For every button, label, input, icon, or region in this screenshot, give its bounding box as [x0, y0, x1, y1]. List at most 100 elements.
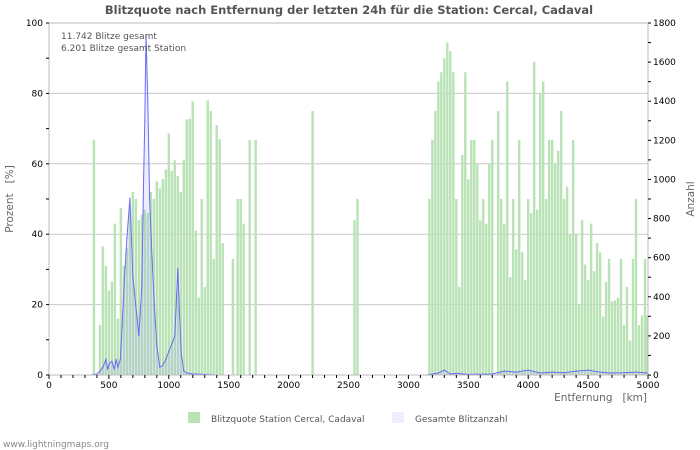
quote-bar: [503, 223, 506, 375]
annotation-total: 11.742 Blitze gesamt: [61, 32, 157, 42]
quote-bar: [485, 223, 488, 375]
quote-bar: [604, 282, 608, 375]
y2-tick-label: 1800: [653, 19, 676, 29]
quote-bar: [356, 199, 359, 375]
quote-bar: [559, 111, 563, 375]
quote-bar: [571, 139, 575, 375]
count-point: [123, 276, 126, 278]
count-point: [108, 362, 111, 364]
quote-bar: [164, 169, 168, 375]
count-point: [156, 345, 158, 347]
quote-bar: [538, 93, 542, 376]
count-point: [149, 198, 151, 200]
x-tick-label: 2000: [277, 381, 300, 391]
quote-bar: [179, 191, 182, 375]
count-point: [117, 366, 119, 368]
quote-bar: [550, 139, 554, 375]
quote-bar: [242, 223, 245, 375]
count-point: [192, 373, 194, 375]
count-point: [99, 370, 101, 372]
quote-bar: [586, 279, 590, 375]
quote-bar: [239, 199, 242, 375]
quote-bar: [212, 258, 215, 375]
count-point: [515, 371, 517, 373]
quote-bar: [143, 209, 147, 375]
quote-bar: [122, 265, 126, 375]
footer-credit: www.lightningmaps.org: [3, 440, 109, 450]
count-point: [611, 372, 613, 374]
count-point: [177, 267, 179, 270]
quote-bar: [149, 191, 153, 375]
quote-bar: [428, 199, 431, 375]
quote-bar: [568, 234, 572, 375]
count-point: [144, 120, 146, 122]
quote-bar: [610, 301, 614, 375]
x-tick-label: 0: [46, 381, 52, 391]
y2-tick-label: 1400: [653, 97, 676, 107]
quote-bar: [616, 297, 620, 375]
y-tick-label: 0: [37, 371, 43, 381]
quote-bar: [104, 265, 108, 375]
quote-bar: [107, 290, 111, 375]
quote-bar: [613, 300, 617, 375]
quote-bar: [116, 318, 120, 375]
quote-bar: [577, 305, 581, 375]
quote-bar: [113, 223, 117, 375]
quote-bar: [98, 325, 102, 375]
count-point: [138, 335, 140, 337]
quote-bar: [446, 42, 449, 376]
x-tick-label: 4000: [517, 381, 540, 391]
x-tick-label: 3000: [397, 381, 420, 391]
quote-bar: [553, 163, 557, 375]
y-tick-label: 100: [26, 19, 43, 29]
count-point: [113, 368, 115, 370]
x-tick-label: 500: [100, 381, 117, 391]
count-point: [635, 371, 637, 373]
x-tick-label: 1000: [157, 381, 180, 391]
x-tick-label: 3500: [457, 381, 480, 391]
quote-bar: [464, 72, 467, 375]
quote-bar: [625, 287, 629, 375]
y2-axis-label: Anzahl: [685, 181, 697, 216]
count-point: [105, 358, 107, 360]
quote-bar: [491, 139, 494, 375]
annotation-station: 6.201 Blitze gesamt Station: [61, 44, 186, 54]
quote-bar: [167, 133, 170, 375]
count-point: [135, 305, 137, 308]
quote-bar: [110, 281, 114, 375]
quote-bar: [565, 186, 569, 375]
count-point: [443, 369, 445, 371]
quote-bar: [140, 214, 144, 375]
quote-bar: [206, 100, 209, 375]
quote-bar: [137, 220, 141, 375]
quote-bar: [607, 258, 611, 375]
quote-bar: [634, 199, 638, 375]
y2-tick-label: 1000: [653, 175, 676, 185]
quote-bar: [431, 139, 434, 375]
quote-bar: [170, 170, 173, 375]
quote-bar: [556, 150, 560, 375]
quote-bar: [158, 188, 162, 375]
y2-tick-label: 1600: [653, 58, 676, 68]
y2-tick-label: 400: [653, 293, 670, 303]
count-point: [599, 371, 601, 373]
quote-bar: [509, 277, 512, 375]
count-point: [145, 34, 147, 36]
quote-bar: [562, 199, 566, 375]
quote-bar: [645, 315, 648, 375]
count-point: [168, 350, 170, 353]
quote-bar: [547, 139, 551, 375]
x-tick-label: 4500: [577, 381, 600, 391]
quote-bar: [521, 251, 524, 375]
quote-bar: [574, 234, 578, 375]
count-point: [186, 372, 188, 374]
count-point: [587, 369, 589, 371]
quote-bar: [452, 72, 455, 375]
quote-bar: [541, 81, 545, 375]
quote-bar: [437, 81, 440, 375]
quote-bar: [215, 125, 218, 375]
quote-bar: [544, 199, 548, 375]
y2-tick-label: 0: [653, 371, 659, 381]
quote-bar: [92, 139, 96, 375]
quote-bar: [470, 139, 473, 375]
